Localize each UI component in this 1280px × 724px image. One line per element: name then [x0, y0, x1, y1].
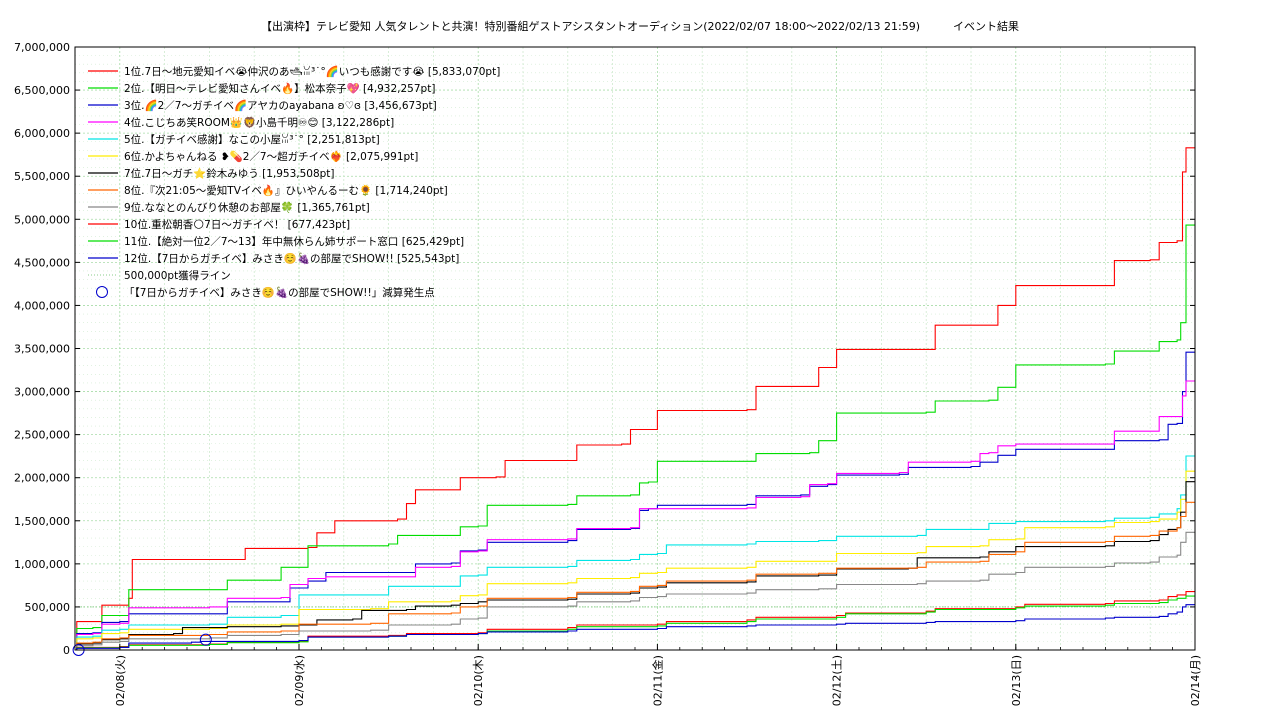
legend-label: 7位.7日〜ガチ⭐鈴木みゆう [1,953,508pt]: [124, 167, 335, 180]
series-line-12: [75, 604, 1195, 651]
x-tick-label: 02/11(金): [650, 655, 664, 706]
y-tick-label: 3,000,000: [14, 386, 70, 399]
x-tick-label: 02/09(水): [293, 655, 306, 706]
legend-marker-swatch: [96, 286, 108, 298]
y-tick-label: 1,500,000: [14, 515, 70, 528]
legend-label: 4位.こじちあ笑ROOM👑🦁小島千明♾😊 [3,122,286pt]: [124, 116, 394, 129]
y-tick-label: 500,000: [25, 601, 71, 614]
legend-label: 1位.7日〜地元愛知イベ😭仲沢のあ🛥ꈍ³˙°🌈いつも感謝です😭 [5,833,0…: [124, 65, 500, 78]
y-tick-label: 6,000,000: [14, 127, 70, 140]
y-tick-label: 6,500,000: [14, 84, 70, 97]
legend-label: 8位.『次21:05〜愛知TVイベ🔥』ひいやんるーむ🌻 [1,714,240pt…: [124, 184, 448, 197]
legend-label: 10位.重松朝香🌕7日〜ガチイベ！ [677,423pt]: [124, 218, 350, 231]
series-line-11: [75, 595, 1195, 651]
series-line-5: [75, 455, 1195, 651]
y-tick-label: 5,000,000: [14, 213, 70, 226]
y-tick-label: 7,000,000: [14, 41, 70, 54]
y-tick-label: 3,500,000: [14, 343, 70, 356]
y-tick-label: 4,500,000: [14, 256, 70, 269]
series-line-9: [75, 531, 1195, 651]
x-tick-label: 02/12(土): [831, 655, 844, 706]
x-tick-label: 02/08(火): [114, 655, 127, 706]
series-layer: [75, 147, 1196, 651]
x-tick-label: 02/14(月): [1189, 655, 1202, 706]
series-line-4: [75, 380, 1195, 651]
series-line-6: [75, 470, 1195, 651]
x-tick-label: 02/13(日): [1010, 655, 1023, 706]
legend-label: 5位.【ガチイベ感謝】なこの小屋ꈍ³˙° [2,251,813pt]: [124, 133, 380, 146]
decrement-marker: [199, 633, 212, 646]
y-tick-label: 2,500,000: [14, 429, 70, 442]
legend-label: 6位.かよちゃんねる ❥💊2／7〜超ガチイベ❤️‍🔥 [2,075,991pt]: [124, 150, 418, 163]
legend-threshold-label: 500,000pt獲得ライン: [124, 269, 231, 282]
x-tick-label: 02/10(木): [472, 655, 485, 706]
chart-title: 【出演枠】テレビ愛知 人気タレントと共演！特別番組ゲストアシスタントオーディショ…: [261, 19, 1019, 33]
legend-label: 9位.ななとのんびり休憩のお部屋🍀 [1,365,761pt]: [124, 201, 370, 214]
series-line-7: [75, 481, 1195, 651]
legend-label: 11位.【絶対一位2／7〜13】年中無休らん姉サポート窓口 [625,429pt…: [124, 235, 464, 248]
legend-label: 2位.【明日〜テレビ愛知さんイベ🔥】松本奈子💖 [4,932,257pt]: [124, 82, 435, 95]
grid-layer: [75, 46, 1195, 650]
series-line-3: [75, 351, 1195, 651]
legend-marker-label: 「【7日からガチイベ】みさき☺️🍇の部屋でSHOW!!」減算発生点: [124, 286, 435, 299]
legend: 1位.7日〜地元愛知イベ😭仲沢のあ🛥ꈍ³˙°🌈いつも感謝です😭 [5,833,0…: [88, 65, 500, 299]
series-line-1: [75, 147, 1196, 651]
axis-layer: 0 500,000 1,000,000 1,500,000 2,000,000 2,500…: [14, 41, 1202, 706]
series-line-8: [75, 501, 1195, 651]
y-tick-label: 2,000,000: [14, 472, 70, 485]
series-line-2: [75, 224, 1195, 651]
legend-label: 12位.【7日からガチイベ】みさき☺️🍇の部屋でSHOW!! [525,543p…: [124, 252, 459, 265]
y-tick-label: 1,000,000: [14, 558, 70, 571]
y-tick-label: 0: [63, 644, 70, 657]
legend-label: 3位.🌈2／7〜ガチイベ🌈アヤカのayabana ʚ♡ɞ [3,456,673p…: [124, 99, 437, 112]
y-tick-label: 5,500,000: [14, 170, 70, 183]
y-tick-label: 4,000,000: [14, 299, 70, 312]
